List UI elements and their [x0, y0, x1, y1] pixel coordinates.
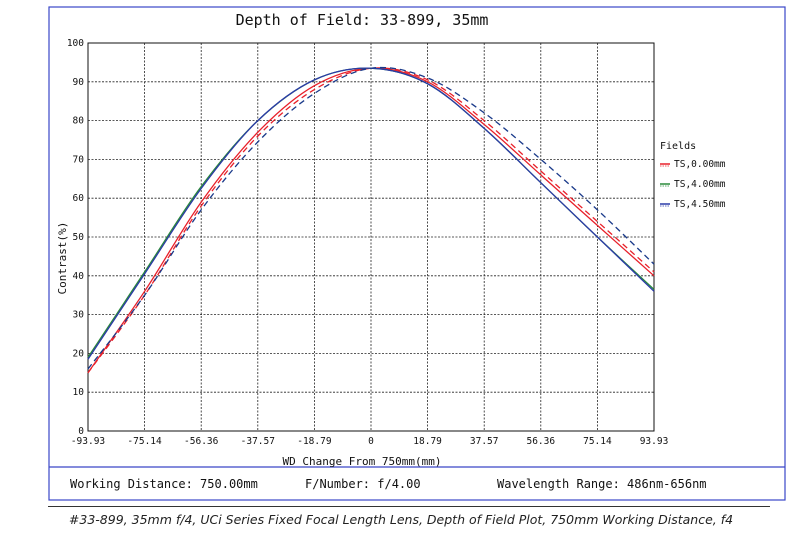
x-tick-label: -93.93 [71, 436, 105, 447]
x-tick-label: -75.14 [127, 436, 162, 447]
series-line-1 [87, 67, 655, 374]
legend-title: Fields [660, 141, 696, 152]
x-tick-label: -37.57 [241, 436, 275, 447]
y-tick-label: 20 [73, 348, 85, 359]
y-tick-label: 70 [73, 154, 85, 165]
x-tick-label: 93.93 [640, 436, 669, 447]
x-axis-label: WD Change From 750mm(mm) [283, 455, 442, 468]
y-tick-label: 80 [73, 116, 85, 127]
x-tick-label: -18.79 [297, 436, 332, 447]
x-tick-label: 56.36 [526, 436, 555, 447]
x-tick-label: 75.14 [583, 436, 612, 447]
y-tick-label: 60 [73, 193, 85, 204]
x-tick-label: 0 [368, 436, 374, 447]
y-tick-labels: 0 10 20 30 40 50 60 70 80 90 100 [67, 38, 84, 437]
series-lines [87, 66, 655, 374]
legend-label: TS,4.50mm [674, 199, 726, 210]
y-tick-label: 100 [67, 38, 84, 49]
y-axis-label: Contrast(%) [56, 222, 69, 295]
y-tick-label: 10 [73, 387, 85, 398]
y-tick-label: 40 [73, 271, 85, 282]
wavelength-text: Wavelength Range: 486nm-656nm [497, 477, 707, 491]
x-tick-label: 37.57 [470, 436, 499, 447]
y-tick-label: 0 [78, 426, 84, 437]
legend-label: TS,4.00mm [674, 179, 726, 190]
y-tick-label: 50 [73, 232, 85, 243]
series-line-3 [87, 67, 655, 360]
grid-lines [88, 43, 654, 431]
chart-title: Depth of Field: 33-899, 35mm [236, 11, 489, 29]
x-tick-label: -56.36 [184, 436, 219, 447]
x-tick-label: 18.79 [413, 436, 442, 447]
working-distance-text: Working Distance: 750.00mm [70, 477, 258, 491]
f-number-text: F/Number: f/4.00 [305, 477, 421, 491]
legend: Fields TS,0.00mm TS,4.00mm TS,4.50mm [660, 141, 726, 210]
figure-caption: #33-899, 35mm f/4, UCi Series Fixed Foca… [68, 512, 734, 527]
legend-label: TS,0.00mm [674, 159, 726, 170]
series-line-4 [87, 66, 655, 370]
x-tick-labels: -93.93 -75.14 -56.36 -37.57 -18.79 0 18.79 37.5… [71, 436, 668, 447]
outer-frame [48, 6, 786, 501]
y-tick-label: 30 [73, 310, 85, 321]
y-tick-label: 90 [73, 77, 85, 88]
caption-rule [48, 506, 770, 507]
